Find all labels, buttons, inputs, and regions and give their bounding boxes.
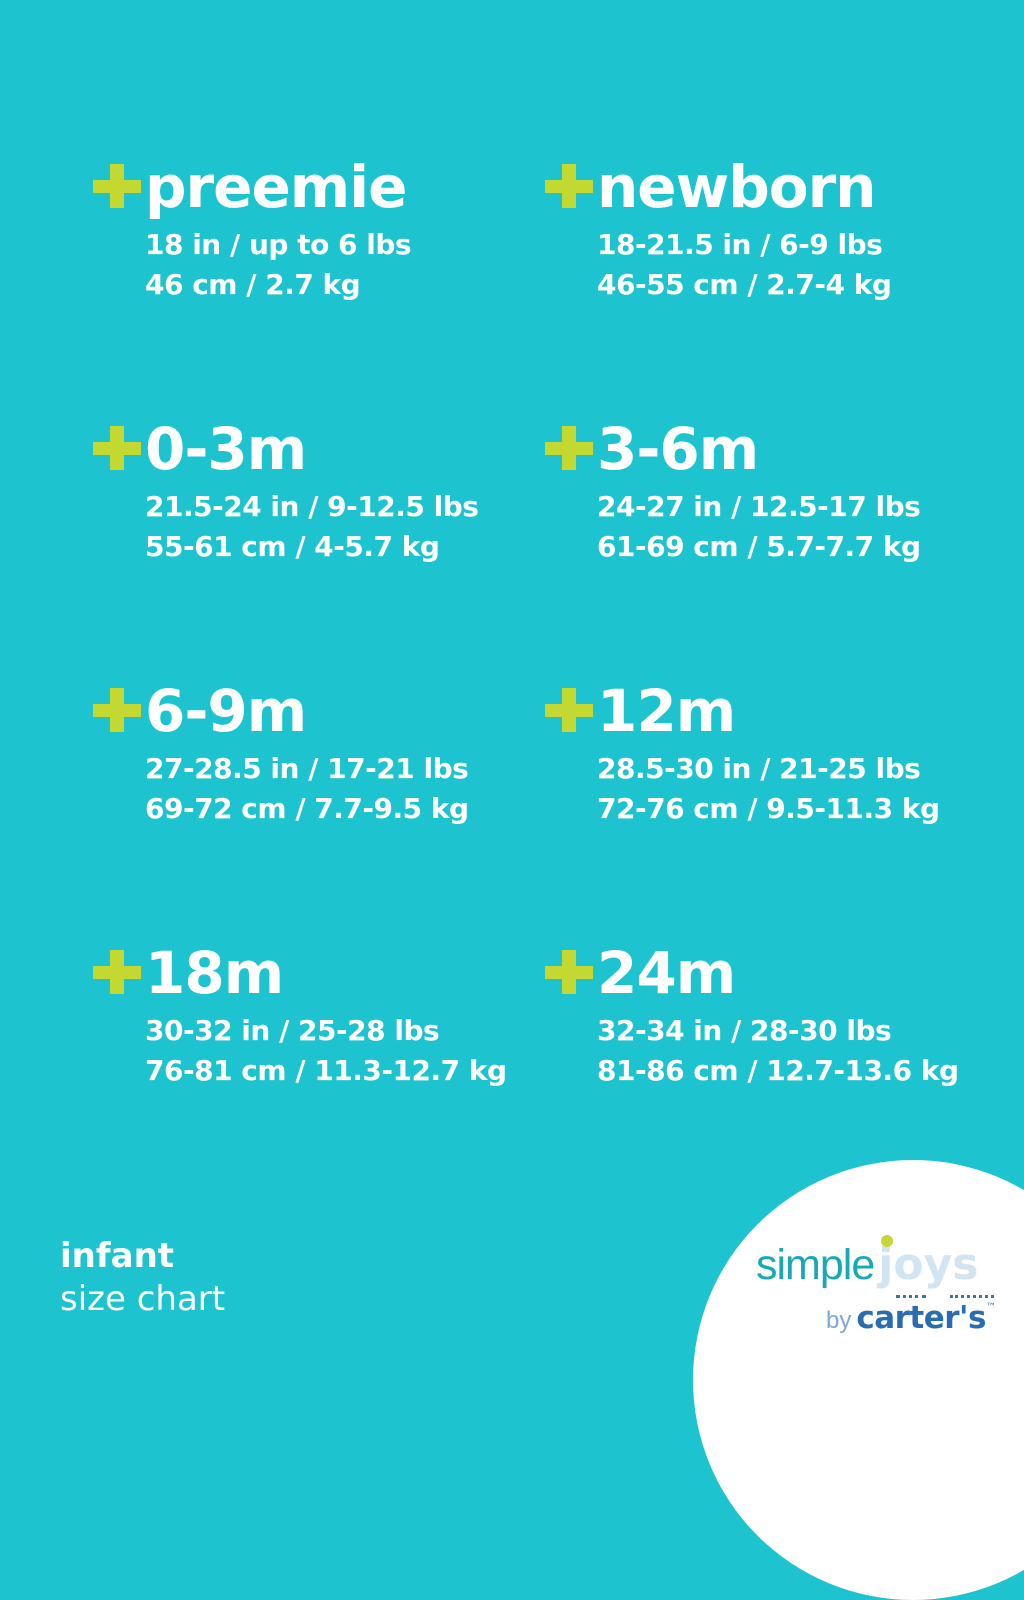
imperial-line: 24-27 in / 12.5-17 lbs <box>597 490 921 523</box>
size-entry-preemie: preemie 18 in / up to 6 lbs 46 cm / 2.7 … <box>93 158 545 420</box>
size-label: 12m <box>597 677 736 745</box>
metric-line: 81-86 cm / 12.7-13.6 kg <box>597 1054 959 1088</box>
imperial-line: 28.5-30 in / 21-25 lbs <box>597 752 921 785</box>
size-entry-3-6m: 3-6m 24-27 in / 12.5-17 lbs 61-69 cm / 5… <box>545 420 985 682</box>
metric-line: 69-72 cm / 7.7-9.5 kg <box>145 792 469 826</box>
joys-dot-icon <box>881 1235 894 1247</box>
size-label: 24m <box>597 939 736 1007</box>
size-label: 0-3m <box>145 415 307 483</box>
plus-icon <box>545 426 593 470</box>
metric-line: 46-55 cm / 2.7-4 kg <box>597 268 892 302</box>
imperial-line: 18-21.5 in / 6-9 lbs <box>597 228 883 261</box>
size-entry-12m: 12m 28.5-30 in / 21-25 lbs 72-76 cm / 9.… <box>545 682 985 944</box>
size-label: newborn <box>597 153 876 221</box>
plus-icon <box>93 688 141 732</box>
size-label: 6-9m <box>145 677 307 745</box>
logo-simple-text: simple <box>756 1241 875 1289</box>
imperial-line: 27-28.5 in / 17-21 lbs <box>145 752 469 785</box>
metric-line: 72-76 cm / 9.5-11.3 kg <box>597 792 940 826</box>
plus-icon <box>545 688 593 732</box>
metric-line: 55-61 cm / 4-5.7 kg <box>145 530 440 564</box>
size-entry-24m: 24m 32-34 in / 28-30 lbs 81-86 cm / 12.7… <box>545 944 985 1206</box>
size-entry-0-3m: 0-3m 21.5-24 in / 9-12.5 lbs 55-61 cm / … <box>93 420 545 682</box>
size-grid: preemie 18 in / up to 6 lbs 46 cm / 2.7 … <box>93 158 985 1206</box>
brand-logo: simple joys by carter's™ <box>756 1235 996 1334</box>
metric-line: 61-69 cm / 5.7-7.7 kg <box>597 530 921 564</box>
logo-carters-text: carter's <box>856 1300 986 1336</box>
dotted-underline-icon <box>896 1295 926 1298</box>
plus-icon <box>545 164 593 208</box>
plus-icon <box>93 950 141 994</box>
plus-icon <box>93 426 141 470</box>
carters-wordmark: by carter's™ <box>756 1303 996 1334</box>
size-entry-18m: 18m 30-32 in / 25-28 lbs 76-81 cm / 11.3… <box>93 944 545 1206</box>
logo-circle <box>693 1160 1024 1600</box>
chart-subtitle: size chart <box>60 1279 226 1320</box>
logo-joys-label: joys <box>878 1239 979 1290</box>
imperial-line: 30-32 in / 25-28 lbs <box>145 1014 440 1047</box>
size-entry-newborn: newborn 18-21.5 in / 6-9 lbs 46-55 cm / … <box>545 158 985 420</box>
logo-joys-text: joys <box>878 1235 979 1290</box>
imperial-line: 21.5-24 in / 9-12.5 lbs <box>145 490 479 523</box>
logo-by-text: by <box>825 1307 852 1334</box>
metric-line: 76-81 cm / 11.3-12.7 kg <box>145 1054 507 1088</box>
imperial-line: 18 in / up to 6 lbs <box>145 228 412 261</box>
size-label: preemie <box>145 153 407 221</box>
trademark-symbol: ™ <box>986 1302 996 1313</box>
plus-icon <box>545 950 593 994</box>
simplejoys-wordmark: simple joys <box>756 1235 996 1289</box>
size-entry-6-9m: 6-9m 27-28.5 in / 17-21 lbs 69-72 cm / 7… <box>93 682 545 944</box>
size-label: 3-6m <box>597 415 759 483</box>
plus-icon <box>93 164 141 208</box>
dotted-underline-icon <box>950 1295 994 1298</box>
size-label: 18m <box>145 939 284 1007</box>
imperial-line: 32-34 in / 28-30 lbs <box>597 1014 892 1047</box>
chart-title: infant size chart <box>60 1235 225 1321</box>
chart-category: infant <box>60 1236 175 1277</box>
metric-line: 46 cm / 2.7 kg <box>145 268 361 302</box>
